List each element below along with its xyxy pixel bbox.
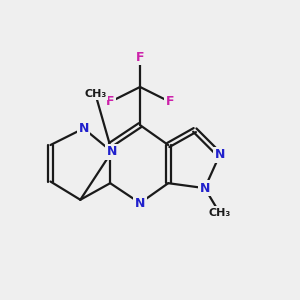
Text: F: F	[166, 95, 174, 108]
Text: CH₃: CH₃	[208, 208, 231, 218]
Text: F: F	[106, 95, 114, 108]
Text: F: F	[136, 51, 144, 64]
Text: N: N	[135, 196, 145, 210]
Text: N: N	[79, 122, 89, 135]
Text: N: N	[107, 145, 117, 158]
Text: N: N	[214, 148, 225, 161]
Text: CH₃: CH₃	[84, 88, 106, 99]
Text: N: N	[200, 182, 210, 195]
